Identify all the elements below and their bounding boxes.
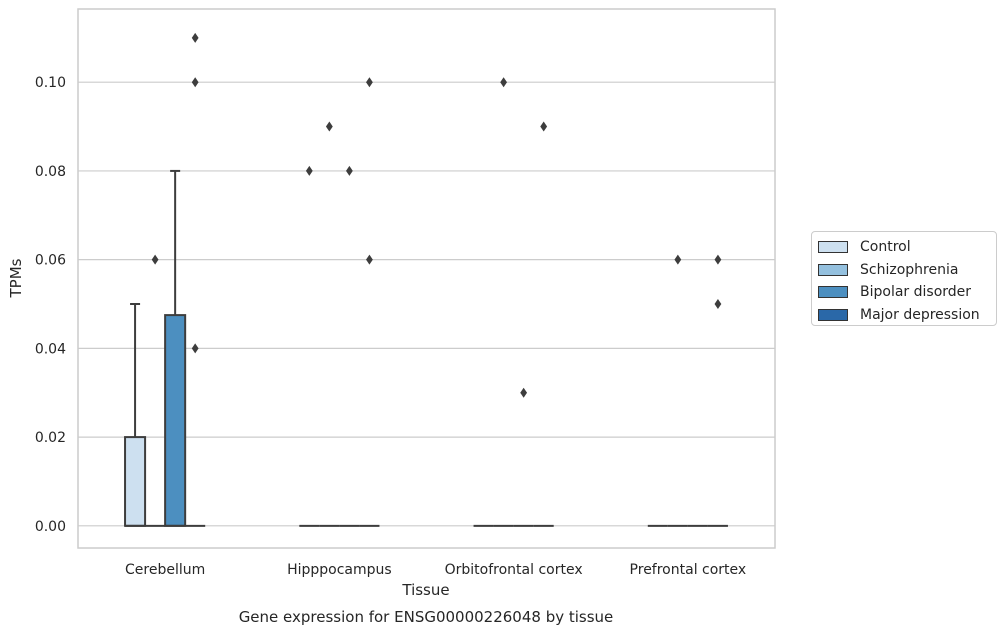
outlier-point bbox=[366, 254, 373, 265]
box bbox=[667, 254, 688, 527]
outlier-point bbox=[151, 254, 159, 265]
legend-item: Control bbox=[818, 236, 996, 259]
box bbox=[299, 165, 320, 527]
x-tick-label: Orbitofrontal cortex bbox=[445, 562, 583, 578]
box bbox=[185, 32, 206, 527]
legend-item: Major depression bbox=[818, 304, 996, 327]
y-tick-label: 0.08 bbox=[35, 164, 66, 180]
legend-label: Bipolar disorder bbox=[860, 284, 972, 301]
outlier-point bbox=[305, 165, 313, 176]
y-tick-label: 0.10 bbox=[35, 75, 66, 91]
legend-swatch bbox=[818, 241, 848, 254]
legend-swatch bbox=[818, 263, 848, 276]
legend-label: Schizophrenia bbox=[860, 261, 959, 278]
x-tick-label: Prefrontal cortex bbox=[630, 562, 747, 578]
legend: Control Schizophrenia Bipolar disorder Majo… bbox=[811, 231, 997, 326]
legend-label: Control bbox=[860, 239, 911, 256]
outlier-point bbox=[540, 121, 548, 132]
x-tick-labels: Cerebellum Hipppocampus Orbitofrontal cort… bbox=[125, 562, 746, 578]
y-tick-labels: 0.00 0.02 0.04 0.06 0.08 0.10 bbox=[35, 75, 66, 535]
outlier-point bbox=[191, 77, 199, 88]
box bbox=[145, 254, 166, 527]
outlier-point bbox=[325, 121, 333, 132]
box-body bbox=[124, 436, 147, 527]
chart-caption: Gene expression for ENSG00000226048 by t… bbox=[239, 608, 614, 626]
legend-item: Schizophrenia bbox=[818, 259, 996, 282]
box-body bbox=[164, 314, 187, 527]
x-tick-label: Cerebellum bbox=[125, 562, 205, 578]
legend-swatch bbox=[818, 308, 848, 321]
outlier-point bbox=[191, 343, 199, 354]
y-tick-label: 0.00 bbox=[35, 519, 66, 535]
box bbox=[533, 121, 554, 527]
plot-frame bbox=[77, 8, 776, 549]
box bbox=[359, 77, 380, 527]
outlier-point bbox=[366, 77, 373, 88]
legend-item: Bipolar disorder bbox=[818, 281, 996, 304]
box bbox=[339, 165, 360, 527]
y-tick-label: 0.04 bbox=[35, 341, 66, 357]
legend-swatch bbox=[818, 286, 848, 299]
box bbox=[707, 254, 728, 527]
outlier-point bbox=[520, 387, 528, 398]
y-axis-label: TPMs bbox=[7, 258, 25, 298]
box bbox=[319, 121, 340, 527]
outlier-point bbox=[674, 254, 682, 265]
y-tick-label: 0.06 bbox=[35, 253, 66, 269]
y-tick-label: 0.02 bbox=[35, 430, 66, 446]
outlier-point bbox=[714, 299, 722, 310]
box bbox=[493, 77, 514, 527]
boxes bbox=[124, 32, 728, 527]
box bbox=[124, 303, 147, 527]
outlier-point bbox=[500, 77, 508, 88]
box bbox=[513, 387, 534, 527]
x-axis-label: Tissue bbox=[401, 581, 449, 599]
legend-label: Major depression bbox=[860, 306, 980, 323]
outlier-point bbox=[191, 32, 199, 43]
box bbox=[164, 169, 187, 527]
outlier-point bbox=[714, 254, 722, 265]
outlier-point bbox=[345, 165, 353, 176]
x-tick-label: Hipppocampus bbox=[287, 562, 392, 578]
